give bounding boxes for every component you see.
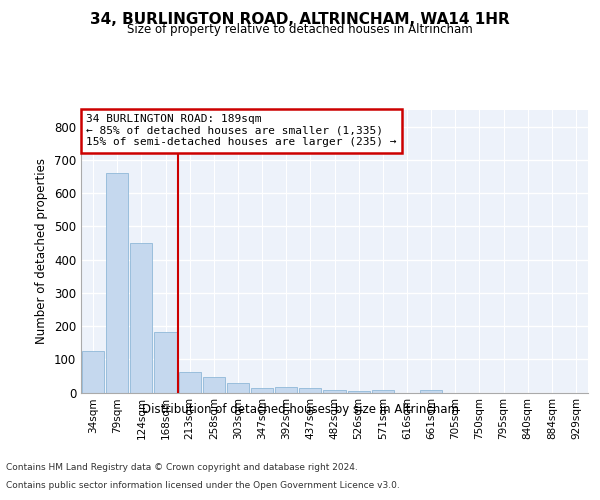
Bar (130, 243, 152, 392)
Text: 34, BURLINGTON ROAD, ALTRINCHAM, WA14 1HR: 34, BURLINGTON ROAD, ALTRINCHAM, WA14 1H… (90, 12, 510, 28)
Bar (154, 332, 176, 392)
Text: Contains HM Land Registry data © Crown copyright and database right 2024.: Contains HM Land Registry data © Crown c… (6, 464, 358, 472)
Bar (420, 390, 442, 392)
Text: Contains public sector information licensed under the Open Government Licence v3: Contains public sector information licen… (6, 481, 400, 490)
Bar (227, 382, 249, 392)
Bar (323, 390, 346, 392)
Bar (203, 376, 225, 392)
Text: 34 BURLINGTON ROAD: 189sqm
← 85% of detached houses are smaller (1,335)
15% of s: 34 BURLINGTON ROAD: 189sqm ← 85% of deta… (86, 114, 397, 148)
Y-axis label: Number of detached properties: Number of detached properties (35, 158, 49, 344)
Bar (275, 387, 298, 392)
Bar (371, 390, 394, 392)
Bar (179, 372, 201, 392)
Bar (251, 388, 273, 392)
Text: Distribution of detached houses by size in Altrincham: Distribution of detached houses by size … (142, 402, 458, 415)
Bar (299, 388, 322, 392)
Bar (82, 351, 104, 393)
Text: Size of property relative to detached houses in Altrincham: Size of property relative to detached ho… (127, 22, 473, 36)
Bar (106, 173, 128, 392)
Bar (347, 391, 370, 392)
